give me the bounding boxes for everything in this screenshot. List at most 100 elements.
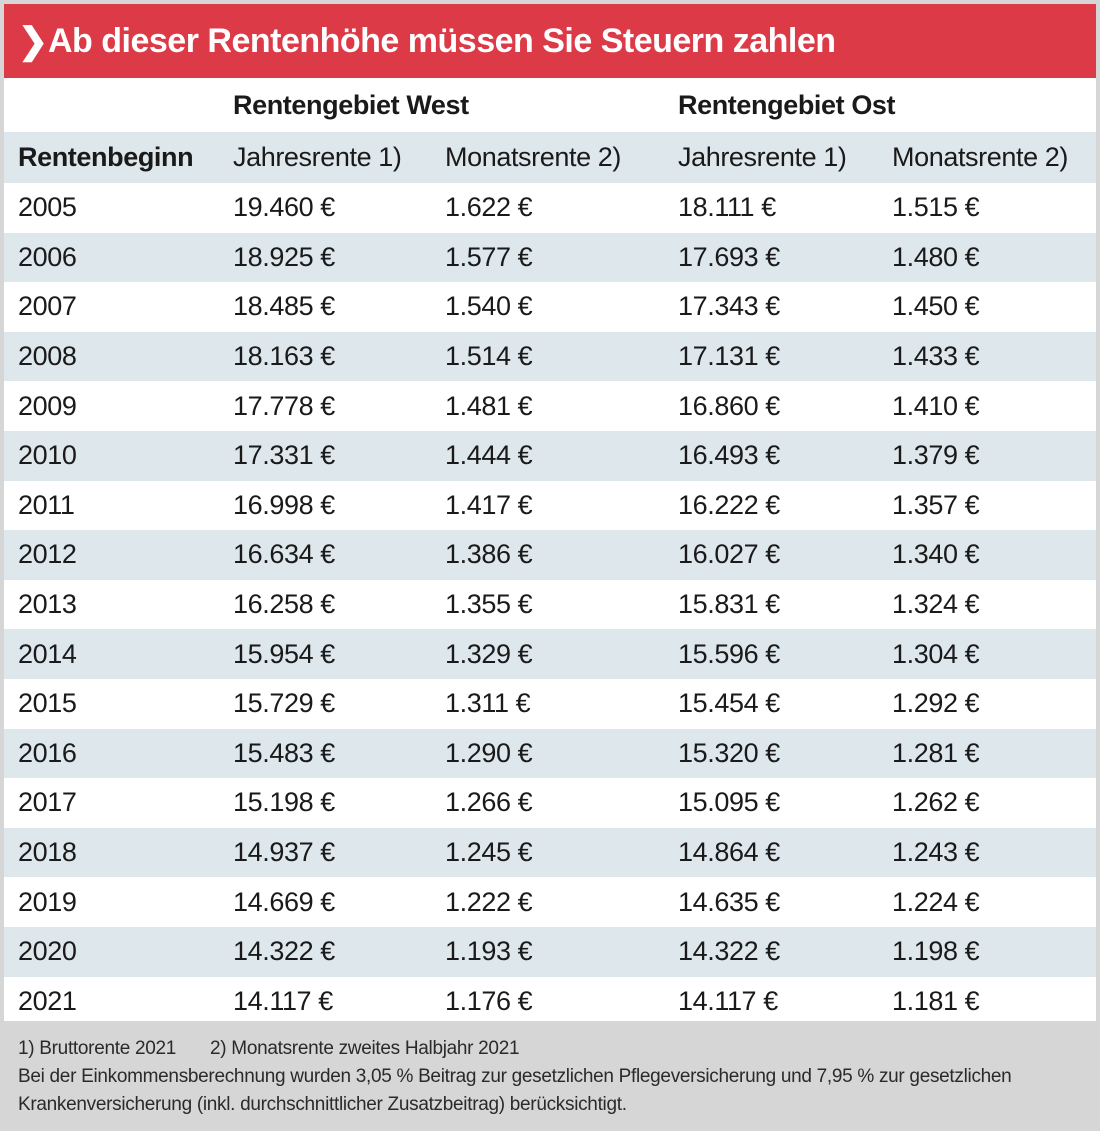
year-cell: 2005 xyxy=(18,192,77,223)
column-header: Monatsrente 2) xyxy=(892,142,1068,172)
value-cell: 14.117 € xyxy=(678,985,778,1016)
value-cell: 15.454 € xyxy=(678,688,780,719)
value-cell: 1.290 € xyxy=(445,737,533,768)
value-cell: 1.410 € xyxy=(892,390,980,421)
table-row: 2007 18.485 € 1.540 € 17.343 € 1.450 € xyxy=(4,282,1096,332)
value-cell: 16.634 € xyxy=(233,539,335,570)
value-cell: 1.281 € xyxy=(892,737,980,768)
value-cell: 1.540 € xyxy=(445,291,533,322)
value-cell: 1.481 € xyxy=(445,390,533,421)
value-cell: 1.222 € xyxy=(445,886,533,917)
year-cell: 2006 xyxy=(18,241,77,272)
value-cell: 1.355 € xyxy=(445,589,533,620)
value-cell: 1.245 € xyxy=(445,837,533,868)
table-body: 2005 19.460 € 1.622 € 18.111 € 1.515 € 2006 18… xyxy=(4,183,1096,1026)
value-cell: 15.831 € xyxy=(678,589,780,620)
value-cell: 1.266 € xyxy=(445,787,533,818)
value-cell: 1.324 € xyxy=(892,589,980,620)
column-header-row: Rentenbeginn Jahresrente 1) Monatsrente … xyxy=(4,132,1096,183)
value-cell: 14.864 € xyxy=(678,837,780,868)
table-row: 2014 15.954 € 1.329 € 15.596 € 1.304 € xyxy=(4,629,1096,679)
value-cell: 1.224 € xyxy=(892,886,980,917)
year-cell: 2020 xyxy=(18,936,77,967)
value-cell: 1.304 € xyxy=(892,638,980,669)
value-cell: 1.340 € xyxy=(892,539,980,570)
value-cell: 1.622 € xyxy=(445,192,533,223)
year-cell: 2016 xyxy=(18,737,77,768)
value-cell: 16.027 € xyxy=(678,539,780,570)
value-cell: 1.198 € xyxy=(892,936,980,967)
value-cell: 16.493 € xyxy=(678,440,780,471)
value-cell: 15.320 € xyxy=(678,737,780,768)
footnotes: 1) Bruttorente 2021 2) Monatsrente zweite… xyxy=(0,1021,1100,1131)
value-cell: 1.262 € xyxy=(892,787,980,818)
value-cell: 18.925 € xyxy=(233,241,335,272)
column-header: Rentenbeginn xyxy=(18,142,194,172)
year-cell: 2008 xyxy=(18,341,77,372)
value-cell: 1.417 € xyxy=(445,489,533,520)
value-cell: 1.176 € xyxy=(445,985,533,1016)
pension-tax-table: ❯ Ab dieser Rentenhöhe müssen Sie Steuer… xyxy=(4,4,1096,1127)
value-cell: 14.635 € xyxy=(678,886,780,917)
value-cell: 15.954 € xyxy=(233,638,335,669)
table-row: 2011 16.998 € 1.417 € 16.222 € 1.357 € xyxy=(4,481,1096,531)
year-cell: 2018 xyxy=(18,837,77,868)
value-cell: 1.433 € xyxy=(892,341,980,372)
value-cell: 15.729 € xyxy=(233,688,335,719)
value-cell: 14.322 € xyxy=(233,936,335,967)
value-cell: 1.379 € xyxy=(892,440,980,471)
value-cell: 17.778 € xyxy=(233,390,335,421)
year-cell: 2021 xyxy=(18,985,77,1016)
table-row: 2013 16.258 € 1.355 € 15.831 € 1.324 € xyxy=(4,580,1096,630)
value-cell: 1.311 € xyxy=(445,688,531,719)
table-row: 2015 15.729 € 1.311 € 15.454 € 1.292 € xyxy=(4,679,1096,729)
table-row: 2016 15.483 € 1.290 € 15.320 € 1.281 € xyxy=(4,728,1096,779)
column-header: Jahresrente 1) xyxy=(678,142,847,172)
column-header: Monatsrente 2) xyxy=(445,142,621,172)
footnote-2: 2) Monatsrente zweites Halbjahr 2021 xyxy=(210,1038,520,1059)
value-cell: 14.117 € xyxy=(233,985,333,1016)
table-row: 2020 14.322 € 1.193 € 14.322 € 1.198 € xyxy=(4,926,1096,977)
year-cell: 2017 xyxy=(18,787,77,818)
value-cell: 1.386 € xyxy=(445,539,533,570)
year-cell: 2015 xyxy=(18,688,77,719)
value-cell: 1.357 € xyxy=(892,489,980,520)
value-cell: 1.480 € xyxy=(892,241,980,272)
value-cell: 1.577 € xyxy=(445,241,533,272)
value-cell: 1.193 € xyxy=(445,936,533,967)
year-cell: 2007 xyxy=(18,291,77,322)
value-cell: 15.095 € xyxy=(678,787,780,818)
value-cell: 1.514 € xyxy=(445,341,533,372)
table-row: 2017 15.198 € 1.266 € 15.095 € 1.262 € xyxy=(4,778,1096,828)
value-cell: 1.515 € xyxy=(892,192,980,223)
table-title-bar: ❯ Ab dieser Rentenhöhe müssen Sie Steuer… xyxy=(4,4,1096,78)
value-cell: 1.450 € xyxy=(892,291,980,322)
chevron-right-icon: ❯ xyxy=(18,20,48,61)
value-cell: 16.860 € xyxy=(678,390,780,421)
table-row: 2005 19.460 € 1.622 € 18.111 € 1.515 € xyxy=(4,183,1096,233)
table-row: 2019 14.669 € 1.222 € 14.635 € 1.224 € xyxy=(4,877,1096,927)
table-row: 2009 17.778 € 1.481 € 16.860 € 1.410 € xyxy=(4,381,1096,431)
group-header-row: Rentengebiet West Rentengebiet Ost xyxy=(4,78,1096,132)
column-header: Jahresrente 1) xyxy=(233,142,402,172)
value-cell: 14.937 € xyxy=(233,837,335,868)
value-cell: 17.343 € xyxy=(678,291,780,322)
year-cell: 2011 xyxy=(18,489,75,520)
value-cell: 16.998 € xyxy=(233,489,335,520)
value-cell: 17.693 € xyxy=(678,241,780,272)
value-cell: 1.329 € xyxy=(445,638,533,669)
value-cell: 17.131 € xyxy=(678,341,780,372)
group-ost: Rentengebiet Ost xyxy=(678,89,896,120)
group-west: Rentengebiet West xyxy=(233,89,469,120)
table-row: 2018 14.937 € 1.245 € 14.864 € 1.243 € xyxy=(4,827,1096,878)
value-cell: 15.596 € xyxy=(678,638,780,669)
value-cell: 18.111 € xyxy=(678,192,776,223)
year-cell: 2009 xyxy=(18,390,77,421)
value-cell: 1.243 € xyxy=(892,837,980,868)
value-cell: 16.222 € xyxy=(678,489,780,520)
value-cell: 18.485 € xyxy=(233,291,335,322)
table-title: Ab dieser Rentenhöhe müssen Sie Steuern … xyxy=(48,21,836,60)
value-cell: 1.181 € xyxy=(892,985,980,1016)
table-row: 2021 14.117 € 1.176 € 14.117 € 1.181 € xyxy=(4,977,1096,1027)
table-row: 2006 18.925 € 1.577 € 17.693 € 1.480 € xyxy=(4,232,1096,283)
